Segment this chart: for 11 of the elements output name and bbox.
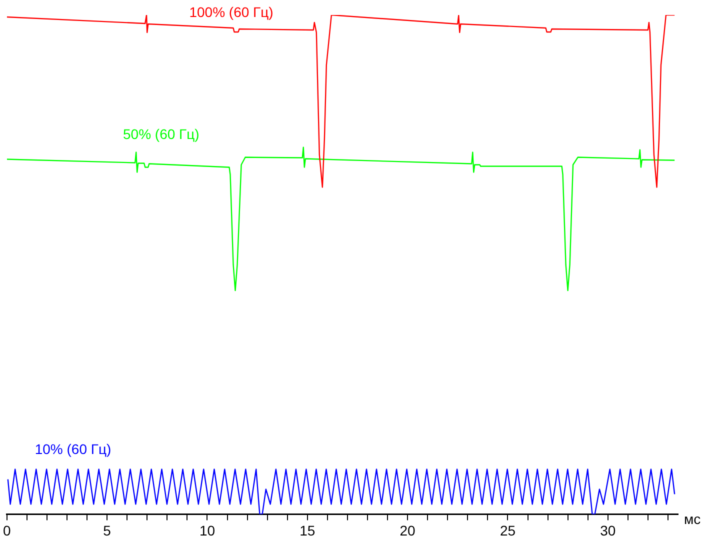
series-label: 10% (60 Гц) <box>34 441 112 458</box>
x-axis-title: мс <box>684 511 701 528</box>
series-label: 50% (60 Гц) <box>123 126 200 142</box>
x-tick-label: 25 <box>500 522 516 538</box>
x-tick-label: 20 <box>400 522 416 538</box>
x-tick-label: 10 <box>199 522 216 538</box>
series-label: 100% (60 Гц) <box>189 4 274 20</box>
x-tick-label: 15 <box>300 522 316 538</box>
x-tick-label: 5 <box>103 522 112 538</box>
x-tick-label: 0 <box>2 522 11 538</box>
x-tick-label: 30 <box>600 522 616 538</box>
